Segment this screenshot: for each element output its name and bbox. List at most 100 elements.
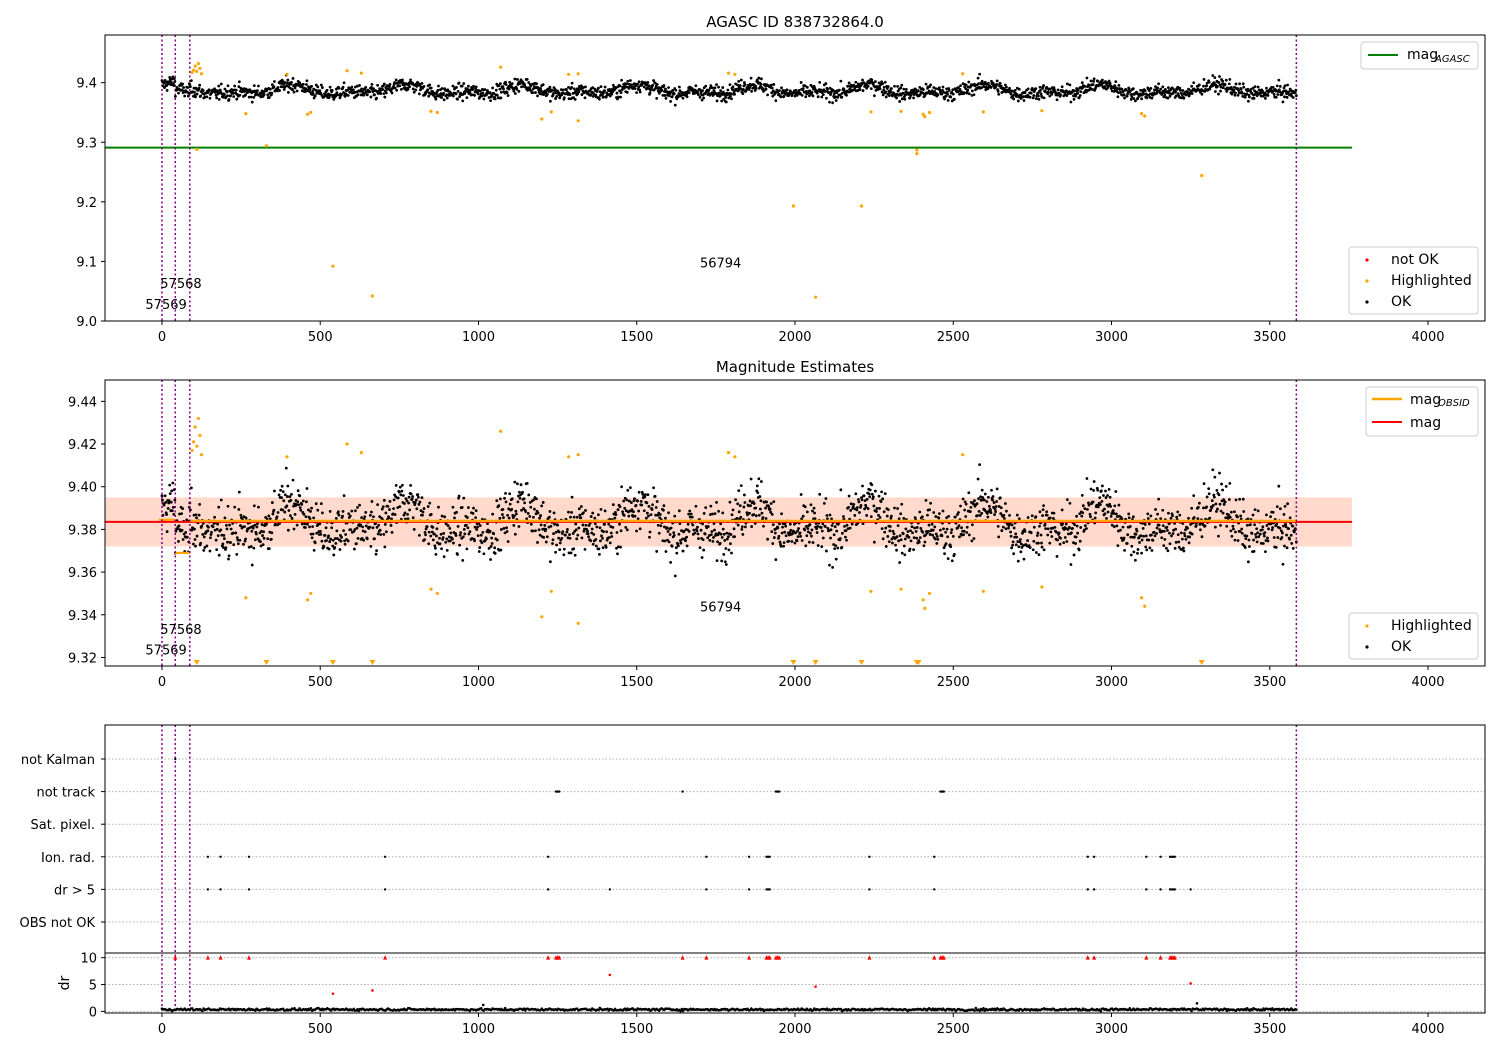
mid-ok-point: [544, 540, 548, 544]
top-ok-point: [457, 81, 461, 85]
mid-ok-point: [1008, 513, 1011, 517]
mid-ok-point: [1123, 548, 1126, 552]
mid-ok-point: [578, 513, 582, 517]
mid-ok-point: [267, 514, 271, 518]
mid-ok-point: [725, 531, 729, 535]
top-ok-point: [472, 84, 475, 88]
top-ok-point: [997, 84, 1001, 88]
top-ok-point: [401, 81, 405, 85]
top-ok-point: [1149, 87, 1153, 90]
top-ok-point: [169, 80, 173, 84]
top-ok-point: [807, 94, 811, 98]
mid-ok-point: [960, 526, 963, 530]
mid-ytick-label-4: 9.40: [68, 481, 97, 496]
mid-ok-point: [428, 501, 432, 505]
mid-ok-point: [499, 548, 503, 552]
mid-ok-point: [1253, 523, 1256, 527]
mid-ok-point: [744, 525, 747, 529]
mid-ok-point: [490, 542, 494, 545]
mid-ok-point: [946, 535, 950, 539]
mid-ok-point: [270, 501, 274, 504]
mid-ok-point: [160, 494, 164, 498]
flag-point: [1145, 855, 1148, 858]
top-ok-point: [1294, 88, 1298, 92]
mid-ok-point: [618, 505, 622, 509]
top-ok-point: [724, 96, 728, 99]
mid-ok-point: [1155, 526, 1159, 530]
mid-ok-point: [626, 488, 630, 492]
mid-ok-point: [1016, 540, 1020, 543]
mid-ok-point: [839, 488, 843, 492]
mid-ok-point: [598, 552, 601, 556]
mid-ok-point: [1234, 498, 1238, 502]
mid-ok-point: [478, 546, 482, 549]
legend-label-highlighted: Highlighted: [1391, 273, 1472, 289]
top-ok-point: [724, 100, 728, 104]
mid-ok-point: [597, 547, 601, 551]
mid-ok-point: [305, 487, 309, 490]
mid-ok-point: [202, 535, 206, 539]
mid-ok-point: [616, 508, 620, 512]
mid-ytick-label-6: 9.44: [68, 395, 97, 410]
mid-ok-point: [967, 491, 971, 495]
top-ok-point: [797, 89, 801, 92]
mid-ok-point: [502, 516, 505, 519]
mid-xtick-label-500: 500: [308, 675, 333, 690]
flag-point: [705, 855, 708, 858]
mid-highlighted-point: [196, 416, 200, 421]
mid-ok-point: [547, 515, 551, 519]
mid-ok-point: [439, 532, 443, 536]
top-ok-point: [779, 95, 783, 99]
mid-ok-point: [459, 531, 463, 535]
mid-ok-point: [328, 510, 332, 513]
mid-ok-point: [334, 541, 338, 545]
top-ok-point: [1259, 94, 1263, 98]
mid-ok-point: [1251, 513, 1255, 517]
top-ok-point: [826, 87, 829, 91]
mid-ok-point: [739, 515, 743, 519]
mid-ok-point: [329, 537, 333, 541]
mid-ok-point: [168, 492, 172, 496]
mid-ok-point: [1059, 536, 1063, 540]
mid-ok-point: [1266, 539, 1270, 543]
mid-ok-point: [706, 525, 710, 528]
mid-ok-point: [219, 528, 223, 532]
mid-ok-point: [1087, 503, 1091, 507]
mid-ok-point: [648, 535, 651, 539]
mid-ytick-label-2: 9.36: [68, 566, 97, 581]
mid-ok-point: [542, 536, 546, 539]
mid-ok-point: [886, 508, 890, 512]
top-ok-point: [887, 94, 891, 98]
mid-highlighted-point: [576, 453, 580, 457]
mid-ok-point: [669, 526, 673, 530]
mid-ok-point: [821, 522, 825, 526]
mid-ok-point: [412, 528, 416, 531]
mid-ok-point: [790, 540, 794, 543]
top-ok-point: [970, 89, 974, 93]
mid-ok-point: [287, 509, 291, 512]
mid-ok-point: [834, 557, 838, 561]
legend-label-mag-agasc: mag: [1407, 47, 1438, 63]
mid-ok-point: [235, 536, 239, 540]
mid-ok-point: [833, 547, 837, 551]
mid-ok-point: [1202, 506, 1205, 510]
mid-ok-point: [170, 489, 174, 493]
top-ok-point: [916, 89, 920, 92]
mid-ok-point: [897, 539, 901, 543]
top-ok-point: [996, 89, 1000, 93]
top-ok-point: [840, 91, 844, 95]
mid-ok-point: [295, 523, 299, 527]
top-ok-point: [393, 86, 397, 90]
mid-ok-point: [1140, 551, 1143, 555]
top-ok-point: [661, 93, 665, 97]
mid-ok-point: [752, 502, 756, 505]
top-ok-point: [1211, 74, 1215, 77]
mid-ok-point: [1086, 507, 1089, 511]
mid-ok-point: [381, 505, 385, 509]
top-ok-point: [286, 78, 290, 82]
top-ok-point: [848, 90, 852, 94]
mid-ok-point: [1154, 508, 1157, 511]
mid-ok-point: [382, 498, 386, 502]
top-ok-point: [492, 92, 496, 95]
top-ok-point: [685, 95, 689, 99]
